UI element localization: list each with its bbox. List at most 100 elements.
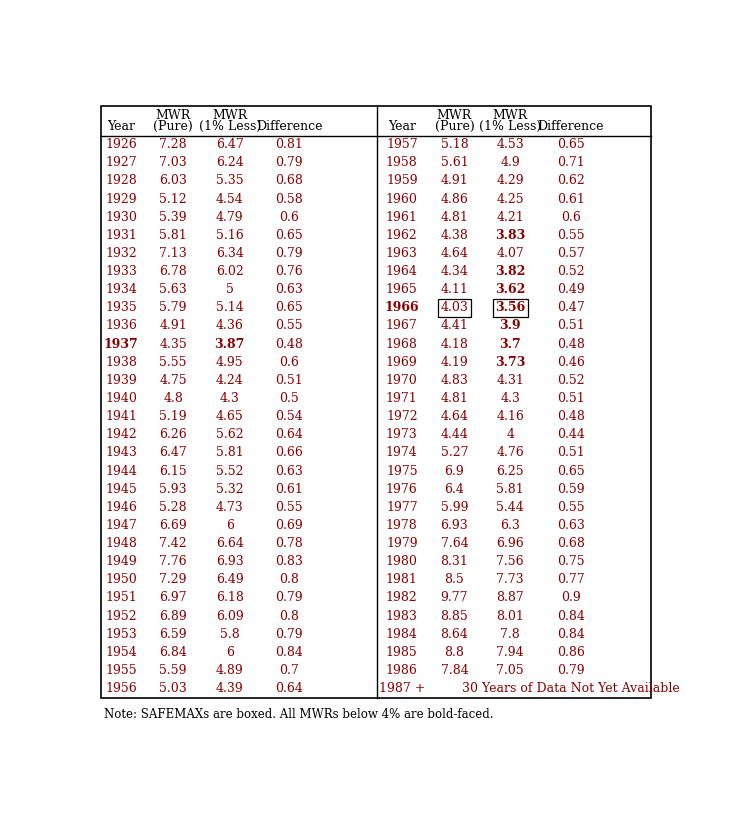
Text: 0.6: 0.6 — [561, 210, 581, 224]
Text: 0.68: 0.68 — [275, 174, 303, 187]
Text: 0.63: 0.63 — [275, 464, 303, 478]
Text: 1948: 1948 — [105, 537, 137, 550]
Text: 3.73: 3.73 — [495, 356, 526, 369]
Text: 0.55: 0.55 — [275, 320, 303, 332]
Text: 7.05: 7.05 — [496, 664, 524, 677]
Text: 0.46: 0.46 — [557, 356, 585, 369]
Text: 0.78: 0.78 — [275, 537, 303, 550]
Text: 4.91: 4.91 — [159, 320, 187, 332]
Text: 5.62: 5.62 — [216, 428, 244, 441]
Text: 4.25: 4.25 — [496, 192, 524, 206]
Text: 1950: 1950 — [105, 573, 137, 586]
Text: 0.84: 0.84 — [557, 610, 585, 622]
Text: 4.83: 4.83 — [440, 374, 468, 387]
Text: 0.51: 0.51 — [275, 374, 303, 387]
Text: 1976: 1976 — [386, 483, 418, 496]
Text: 1964: 1964 — [386, 265, 418, 278]
Text: 0.65: 0.65 — [275, 229, 303, 242]
Text: MWR: MWR — [437, 109, 472, 122]
Text: 5: 5 — [226, 284, 233, 296]
Text: 0.55: 0.55 — [557, 501, 584, 514]
Text: 4.29: 4.29 — [496, 174, 524, 187]
Text: 0.49: 0.49 — [557, 284, 584, 296]
Text: 1942: 1942 — [105, 428, 137, 441]
Text: 0.5: 0.5 — [280, 392, 299, 405]
Text: 0.79: 0.79 — [275, 156, 303, 169]
Text: 1939: 1939 — [105, 374, 137, 387]
Text: 3.82: 3.82 — [495, 265, 526, 278]
Text: 0.68: 0.68 — [557, 537, 585, 550]
Text: 4.11: 4.11 — [440, 284, 468, 296]
Text: 4.64: 4.64 — [440, 247, 468, 260]
Text: 1981: 1981 — [386, 573, 418, 586]
Text: 6.89: 6.89 — [159, 610, 187, 622]
Text: 4.53: 4.53 — [496, 138, 524, 151]
Text: 1984: 1984 — [386, 628, 418, 640]
Text: 5.81: 5.81 — [159, 229, 187, 242]
Text: 6.34: 6.34 — [216, 247, 244, 260]
Text: 4.41: 4.41 — [440, 320, 468, 332]
Text: 0.51: 0.51 — [557, 446, 584, 459]
Text: 1944: 1944 — [105, 464, 137, 478]
Text: 0.59: 0.59 — [557, 483, 584, 496]
Text: 0.44: 0.44 — [557, 428, 585, 441]
Text: 5.8: 5.8 — [219, 628, 239, 640]
Text: 3.83: 3.83 — [495, 229, 526, 242]
Text: 0.6: 0.6 — [280, 210, 299, 224]
Text: 4.65: 4.65 — [216, 410, 244, 423]
Text: 4.76: 4.76 — [496, 446, 524, 459]
Text: 6.59: 6.59 — [159, 628, 187, 640]
Text: 1986: 1986 — [386, 664, 418, 677]
Text: 1982: 1982 — [386, 592, 418, 604]
Text: 1972: 1972 — [386, 410, 418, 423]
Text: 1965: 1965 — [386, 284, 418, 296]
Text: 1975: 1975 — [386, 464, 418, 478]
Text: 0.55: 0.55 — [557, 229, 584, 242]
Text: 6.03: 6.03 — [159, 174, 187, 187]
Text: 4.3: 4.3 — [501, 392, 520, 405]
Text: 6.78: 6.78 — [159, 265, 187, 278]
Text: 1941: 1941 — [105, 410, 137, 423]
Text: MWR: MWR — [493, 109, 528, 122]
Text: 4.34: 4.34 — [440, 265, 468, 278]
Text: 1956: 1956 — [105, 682, 137, 695]
Text: 1971: 1971 — [386, 392, 418, 405]
Text: 1936: 1936 — [105, 320, 137, 332]
Text: 0.84: 0.84 — [275, 646, 303, 659]
Text: 5.35: 5.35 — [216, 174, 244, 187]
Text: 0.9: 0.9 — [561, 592, 581, 604]
Text: 5.16: 5.16 — [216, 229, 244, 242]
Text: 4.35: 4.35 — [159, 338, 187, 351]
Text: 0.77: 0.77 — [557, 573, 584, 586]
Text: 7.13: 7.13 — [159, 247, 187, 260]
Text: 0.66: 0.66 — [275, 446, 303, 459]
Text: 3.7: 3.7 — [499, 338, 521, 351]
Text: 0.57: 0.57 — [557, 247, 584, 260]
Text: 1943: 1943 — [105, 446, 137, 459]
Text: 0.86: 0.86 — [557, 646, 585, 659]
Text: 0.7: 0.7 — [280, 664, 299, 677]
Text: 0.51: 0.51 — [557, 320, 584, 332]
Text: 6.69: 6.69 — [159, 519, 187, 532]
Text: 4.24: 4.24 — [216, 374, 244, 387]
Text: 5.93: 5.93 — [159, 483, 187, 496]
Text: 0.55: 0.55 — [275, 501, 303, 514]
Text: 0.63: 0.63 — [275, 284, 303, 296]
Text: 4.73: 4.73 — [216, 501, 244, 514]
Text: 1983: 1983 — [386, 610, 418, 622]
Text: 5.44: 5.44 — [496, 501, 524, 514]
Text: 6.26: 6.26 — [159, 428, 187, 441]
Text: 0.48: 0.48 — [557, 338, 585, 351]
Text: 0.84: 0.84 — [557, 628, 585, 640]
Text: 1954: 1954 — [105, 646, 137, 659]
Text: 3.9: 3.9 — [499, 320, 521, 332]
Text: 0.48: 0.48 — [557, 410, 585, 423]
Text: 0.76: 0.76 — [275, 265, 303, 278]
Text: 6.4: 6.4 — [445, 483, 465, 496]
Text: 1933: 1933 — [105, 265, 137, 278]
Text: 0.65: 0.65 — [275, 302, 303, 314]
Text: 1963: 1963 — [386, 247, 418, 260]
Text: 0.71: 0.71 — [557, 156, 584, 169]
Text: 6.24: 6.24 — [216, 156, 244, 169]
Text: 4.36: 4.36 — [216, 320, 244, 332]
